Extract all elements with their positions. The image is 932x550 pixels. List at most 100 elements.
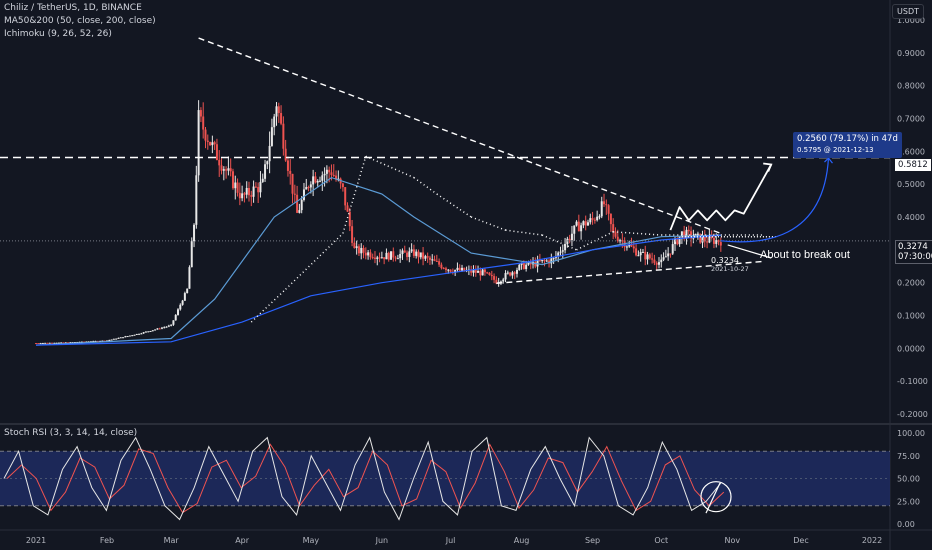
ichimoku-span (365, 155, 415, 179)
candle-body (101, 340, 104, 342)
candle-body (69, 342, 72, 344)
candle-body (488, 272, 491, 275)
candle-body (632, 246, 635, 249)
candle-body (227, 168, 230, 171)
candle-body (362, 247, 365, 253)
symbol-title: Chiliz / TetherUS, 1D, BINANCE (4, 3, 142, 13)
candle-body (424, 256, 427, 259)
candle-body (147, 331, 150, 333)
candle-body (525, 264, 528, 269)
rsi-tick-label: 0.00 (897, 520, 915, 529)
candle-body (664, 256, 667, 258)
candle-body (639, 252, 642, 256)
candle-body (401, 250, 404, 254)
candle-body (122, 337, 125, 339)
candle-body (678, 236, 681, 245)
candle-body (483, 269, 486, 273)
candle-body (692, 237, 695, 239)
candle-body (715, 240, 718, 244)
price-tick-label: 0.4000 (897, 213, 925, 222)
candle-body (605, 204, 608, 206)
candle-body (456, 267, 459, 270)
candle-body (415, 251, 418, 256)
candle-body (160, 327, 163, 329)
stoch-rsi-k-line (3, 436, 722, 521)
candle-body (527, 261, 530, 265)
currency-badge[interactable]: USDT (892, 4, 924, 19)
time-tick-label: 2021 (26, 536, 46, 545)
price-tick-label: 1.0000 (897, 16, 925, 25)
candle-body (541, 260, 544, 262)
time-tick-label: Aug (514, 536, 530, 545)
time-tick-label: Apr (235, 536, 250, 545)
price-tick-label: 0.2000 (897, 279, 925, 288)
breakout-pointer (727, 244, 772, 259)
candle-body (170, 324, 173, 326)
candle-body (80, 341, 83, 343)
candle-body (364, 252, 367, 256)
candle-body (646, 254, 649, 260)
candle-body (536, 259, 539, 267)
candle-body (128, 335, 131, 337)
candle-body (463, 267, 466, 272)
candle-body (76, 341, 79, 343)
candle-body (360, 247, 363, 254)
candle-body (708, 236, 711, 243)
candle-body (353, 242, 356, 249)
candle-body (316, 180, 319, 183)
candle-body (144, 331, 147, 333)
candle-body (355, 246, 358, 249)
candle-body (417, 251, 420, 258)
candle-body (378, 257, 381, 259)
candle-body (479, 270, 482, 276)
candle-body (319, 180, 322, 182)
candle-body (396, 258, 399, 260)
price-tick-label: 0.6000 (897, 147, 925, 156)
candle-body (428, 257, 431, 260)
candle-body (337, 178, 340, 180)
candle-body (193, 224, 196, 242)
candle-body (662, 257, 665, 260)
candle-body (598, 216, 601, 218)
candle-body (298, 210, 301, 213)
candle-body (582, 221, 585, 226)
candle-body (504, 273, 507, 280)
candle-body (195, 175, 198, 225)
stoch-rsi-label[interactable]: Stoch RSI (3, 3, 14, 14, close) (4, 428, 138, 438)
ichimoku-indicator-label[interactable]: Ichimoku (9, 26, 52, 26) (4, 29, 112, 39)
candle-body (243, 193, 246, 195)
candle-body (710, 236, 713, 238)
candle-body (35, 343, 37, 345)
candle-body (103, 340, 106, 342)
candle-body (261, 178, 264, 182)
candle-body (248, 187, 251, 196)
candle-body (259, 181, 262, 193)
price-tick-label: 0.0000 (897, 344, 925, 353)
candle-body (330, 172, 333, 175)
candle-body (186, 288, 189, 294)
rsi-highlight-circle (700, 481, 732, 513)
candle-body (296, 194, 299, 213)
candle-body (609, 213, 612, 225)
candle-body (284, 148, 287, 161)
candle-body (426, 256, 429, 258)
candle-body (83, 341, 86, 343)
ma-indicator-label[interactable]: MA50&200 (50, close, 200, close) (4, 16, 156, 26)
time-tick-label: May (303, 536, 320, 545)
candle-body (635, 248, 638, 256)
candle-body (493, 276, 496, 280)
candle-body (499, 281, 502, 283)
candle-body (293, 193, 296, 195)
candle-body (357, 246, 360, 254)
candle-body (520, 262, 523, 265)
candle-body (351, 226, 354, 243)
candle-body (369, 252, 372, 258)
candle-body (637, 255, 640, 257)
candle-body (282, 123, 285, 149)
candle-body (39, 343, 42, 345)
candle-body (559, 251, 562, 253)
rsi-highlight-stroke (705, 482, 721, 514)
candle-body (712, 237, 715, 244)
candle-body (545, 260, 548, 262)
